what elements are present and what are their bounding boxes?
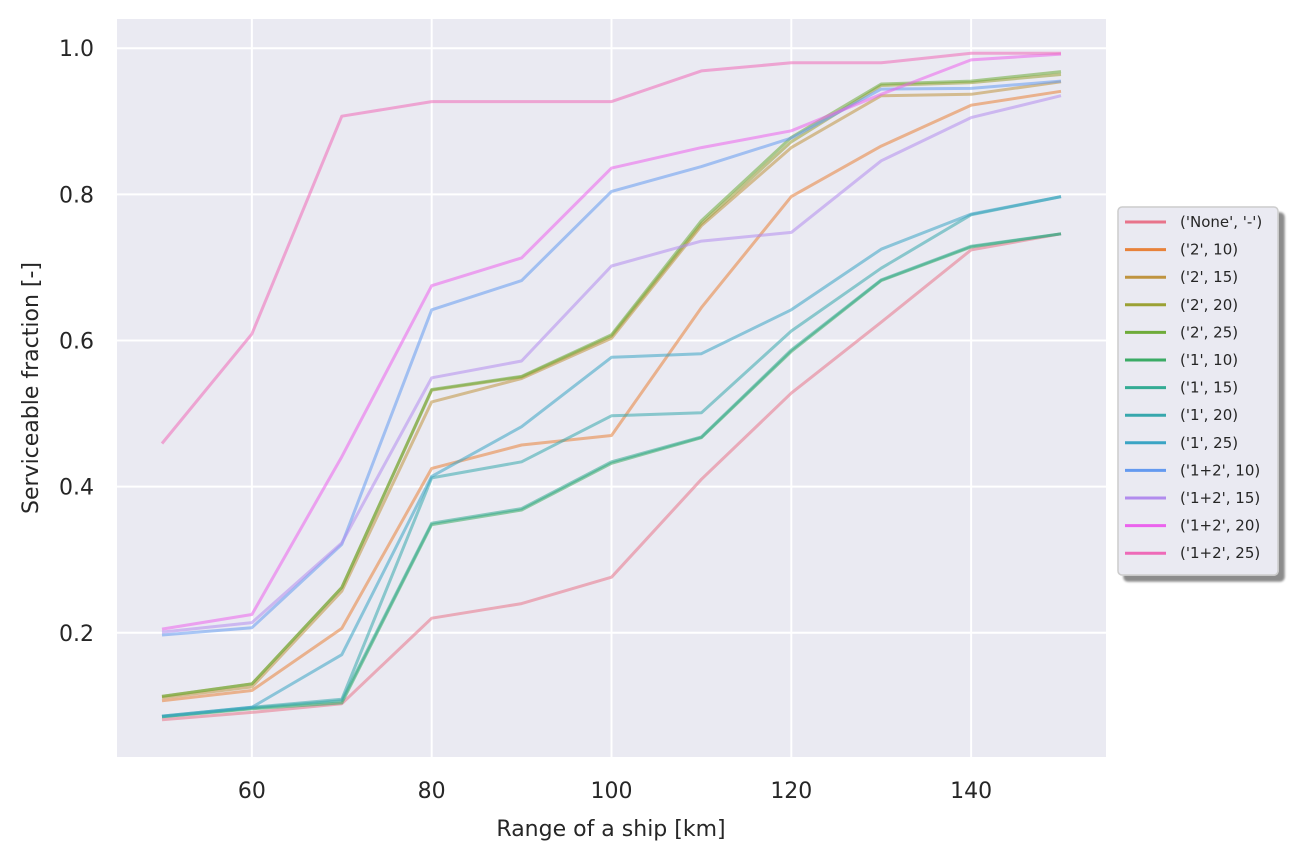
legend-entry-label: ('1+2', 10) bbox=[1180, 461, 1260, 479]
legend-entry-label: ('1', 10) bbox=[1180, 351, 1238, 369]
series-line bbox=[161, 195, 1062, 718]
series-line bbox=[161, 79, 1062, 637]
y-tick-label: 0.4 bbox=[59, 476, 94, 501]
legend-entry-label: ('1', 25) bbox=[1180, 434, 1238, 452]
x-tick-label: 120 bbox=[770, 779, 812, 804]
series-line bbox=[161, 232, 1062, 722]
x-axis-ticks: 60 80 100 120 140 bbox=[238, 779, 992, 804]
legend-entry-label: ('1+2', 25) bbox=[1180, 544, 1260, 562]
series-line bbox=[161, 89, 1062, 703]
x-tick-label: 80 bbox=[418, 779, 446, 804]
series-line bbox=[161, 195, 1062, 718]
x-tick-label: 100 bbox=[591, 779, 633, 804]
legend-entry-label: ('1', 15) bbox=[1180, 379, 1238, 397]
series-line bbox=[161, 52, 1062, 631]
series-line bbox=[161, 80, 1062, 700]
legend-entry-label: ('1', 20) bbox=[1180, 406, 1238, 424]
legend-box bbox=[1117, 206, 1279, 576]
series-line bbox=[160, 51, 1061, 445]
y-tick-label: 0.2 bbox=[59, 622, 94, 647]
legend: ('None', '-') ('2', 10) ('2', 15) ('2', 20)… bbox=[1117, 206, 1279, 576]
y-tick-label: 0.8 bbox=[59, 183, 94, 208]
legend-entry-label: ('None', '-') bbox=[1180, 213, 1262, 231]
legend-entry-label: ('1+2', 20) bbox=[1180, 517, 1260, 535]
x-axis-label: Range of a ship [km] bbox=[496, 817, 725, 842]
legend-entry-label: ('2', 25) bbox=[1180, 323, 1238, 341]
legend-entry-label: ('2', 15) bbox=[1180, 268, 1238, 286]
legend-entry-label: ('2', 20) bbox=[1180, 296, 1238, 314]
legend-entry-label: ('2', 10) bbox=[1180, 241, 1238, 259]
x-tick-label: 140 bbox=[950, 779, 992, 804]
y-axis-ticks: 0.2 0.4 0.6 0.8 1.0 bbox=[59, 37, 94, 647]
series-line bbox=[161, 94, 1062, 634]
series-layer bbox=[160, 51, 1062, 722]
legend-entry-label: ('1+2', 15) bbox=[1180, 489, 1260, 507]
y-axis-label: Serviceable fraction [-] bbox=[19, 262, 44, 514]
y-tick-label: 0.6 bbox=[59, 330, 94, 355]
y-tick-label: 1.0 bbox=[59, 37, 94, 62]
x-tick-label: 60 bbox=[238, 779, 266, 804]
